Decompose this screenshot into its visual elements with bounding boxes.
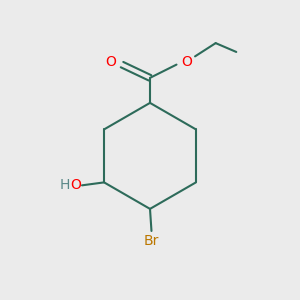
Text: O: O (182, 55, 192, 69)
Text: O: O (70, 178, 81, 192)
Text: Br: Br (144, 234, 159, 248)
Text: O: O (105, 55, 116, 69)
Text: H: H (60, 178, 70, 192)
